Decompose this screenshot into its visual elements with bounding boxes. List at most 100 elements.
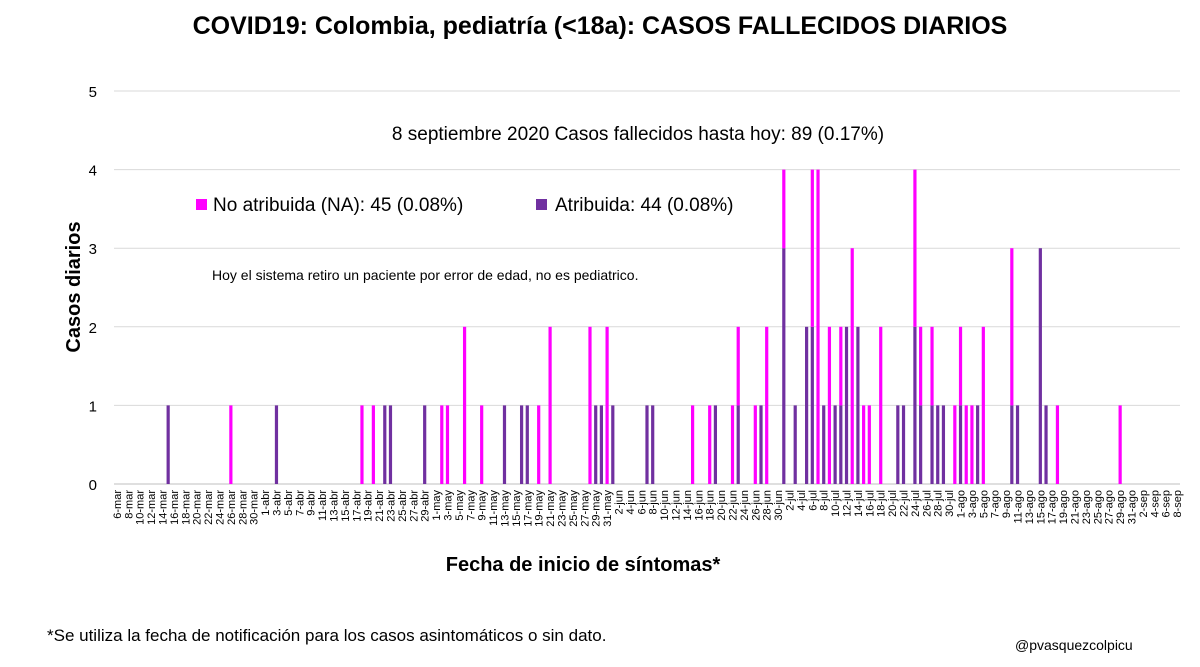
bars <box>166 169 1122 484</box>
x-tick-label: 8-mar <box>123 490 135 519</box>
x-tick-label: 9-abr <box>306 490 318 516</box>
x-tick-label: 21-abr <box>374 490 386 522</box>
x-tick-label: 12-jul <box>842 490 854 517</box>
x-tick-label: 1-abr <box>260 490 272 516</box>
x-tick-label: 15-may <box>511 490 523 527</box>
bar-atribuida <box>274 405 279 484</box>
x-tick-label: 27-may <box>579 490 591 527</box>
bar-no-atribuida <box>964 405 968 484</box>
x-tick-label: 27-ago <box>1104 490 1116 524</box>
x-tick-label: 23-ago <box>1081 490 1093 524</box>
x-tick-label: 13-may <box>500 490 512 527</box>
x-tick-label: 7-may <box>465 490 477 521</box>
x-tick-label: 3-abr <box>272 490 284 516</box>
x-tick-label: 24-mar <box>215 490 227 525</box>
bar-atribuida <box>839 405 843 484</box>
y-axis-label: Casos diarios <box>63 221 85 352</box>
x-tick-label: 26-jun <box>750 490 762 521</box>
x-tick-label: 10-jun <box>659 490 671 521</box>
bar-atribuida <box>594 405 598 484</box>
x-tick-label: 18-jun <box>705 490 717 521</box>
bar-no-atribuida <box>981 326 985 484</box>
bar-no-atribuida <box>1118 405 1122 484</box>
bar-no-atribuida <box>462 326 467 484</box>
bar-atribuida <box>919 405 923 484</box>
bar-atribuida <box>599 405 603 484</box>
x-tick-label: 6-jul <box>807 490 819 511</box>
credit: @pvasquezcolpicu <box>1015 637 1133 653</box>
bar-atribuida <box>759 405 763 484</box>
x-tick-label: 28-mar <box>237 490 249 525</box>
x-tick-label: 2-jul <box>785 490 797 511</box>
x-tick-label: 21-ago <box>1070 490 1082 524</box>
bar-no-atribuida <box>691 405 695 484</box>
bar-atribuida <box>525 405 529 484</box>
legend-label-atribuida: Atribuida: 44 (0.08%) <box>555 195 734 216</box>
x-tick-label: 8-sep <box>1172 490 1184 518</box>
y-tick-label: 2 <box>89 320 97 337</box>
bar-no-atribuida <box>816 169 820 484</box>
bar-atribuida <box>805 326 809 484</box>
bar-no-atribuida <box>913 169 917 327</box>
bar-atribuida <box>913 326 917 484</box>
bar-atribuida <box>844 326 849 484</box>
bar-no-atribuida <box>440 405 444 484</box>
bar-no-atribuida <box>810 169 814 327</box>
bar-no-atribuida <box>588 326 592 484</box>
x-tick-label: 13-abr <box>329 490 341 522</box>
x-tick-label: 20-jun <box>716 490 728 521</box>
x-tick-label: 5-may <box>454 490 466 521</box>
bar-atribuida <box>833 405 837 484</box>
x-tick-label: 30-mar <box>249 490 261 525</box>
x-tick-label: 19-abr <box>363 490 375 522</box>
y-tick-label: 3 <box>89 241 97 258</box>
bar-no-atribuida <box>548 326 552 484</box>
x-tick-label: 19-ago <box>1058 490 1070 524</box>
bar-no-atribuida <box>708 405 712 484</box>
bar-atribuida <box>166 405 170 484</box>
x-tick-label: 30-jul <box>944 490 956 517</box>
x-tick-label: 29-ago <box>1115 490 1127 524</box>
x-tick-label: 4-sep <box>1149 490 1161 518</box>
bar-atribuida <box>1038 248 1042 484</box>
x-tick-labels: 6-mar 8-mar 10-mar 12-mar 14-mar 16-mar 18-mar… <box>112 490 1184 527</box>
y-tick-labels: 0 1 2 3 4 5 <box>89 84 97 494</box>
x-tick-label: 7-ago <box>990 490 1002 518</box>
x-tick-label: 22-mar <box>203 490 215 525</box>
x-tick-label: 16-mar <box>169 490 181 525</box>
x-axis-label: Fecha de inicio de síntomas* <box>446 554 721 576</box>
bar-atribuida <box>930 405 934 484</box>
x-tick-label: 31-may <box>602 490 614 527</box>
bar-atribuida <box>810 326 814 484</box>
bar-no-atribuida <box>953 405 957 484</box>
x-tick-label: 9-ago <box>1001 490 1013 518</box>
x-tick-label: 16-jul <box>864 490 876 517</box>
bar-atribuida <box>793 405 797 484</box>
y-tick-label: 5 <box>89 84 97 101</box>
x-tick-label: 1-ago <box>956 490 968 518</box>
x-tick-label: 25-ago <box>1092 490 1104 524</box>
legend-swatch-atribuida <box>536 199 547 210</box>
y-tick-label: 1 <box>89 398 97 415</box>
x-tick-label: 6-jun <box>636 490 648 514</box>
x-tick-label: 21-may <box>545 490 557 527</box>
bar-no-atribuida <box>839 326 843 406</box>
bar-no-atribuida <box>919 326 923 406</box>
bar-atribuida <box>896 405 900 484</box>
chart-title: COVID19: Colombia, pediatría (<18a): CAS… <box>192 12 1008 40</box>
bar-no-atribuida <box>1010 248 1014 406</box>
y-tick-label: 4 <box>89 163 97 180</box>
bar-no-atribuida <box>445 405 450 484</box>
bar-atribuida <box>976 405 980 484</box>
bar-atribuida <box>958 405 963 484</box>
x-tick-label: 20-jul <box>887 490 899 517</box>
x-tick-label: 14-jul <box>853 490 865 517</box>
x-tick-label: 18-jul <box>876 490 888 517</box>
x-tick-label: 15-ago <box>1035 490 1047 524</box>
bar-no-atribuida <box>782 169 786 249</box>
bar-atribuida <box>736 405 740 484</box>
bar-atribuida <box>856 326 860 484</box>
legend-label-na: No atribuida (NA): 45 (0.08%) <box>213 195 463 216</box>
x-tick-label: 8-jul <box>819 490 831 511</box>
bar-atribuida <box>388 405 393 484</box>
